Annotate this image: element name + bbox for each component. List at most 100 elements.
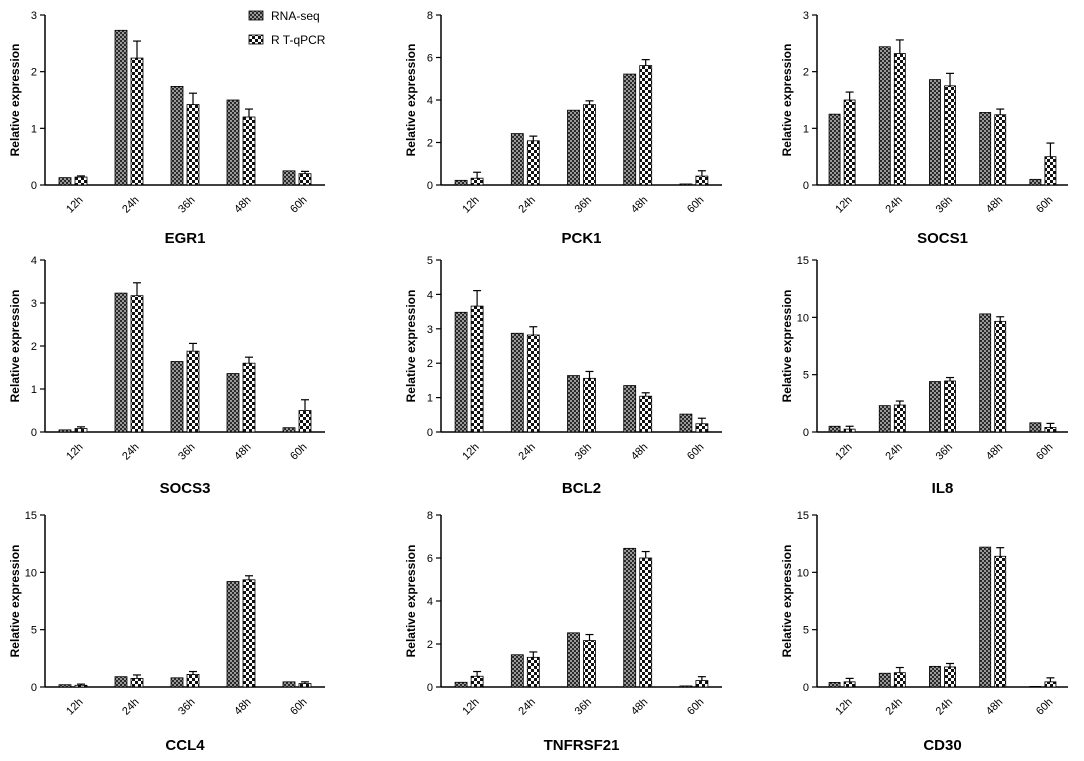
y-axis-label: Relative expression bbox=[8, 290, 22, 403]
bar-qpcr-12h bbox=[74, 684, 88, 688]
bar-qpcr-48h bbox=[242, 116, 256, 186]
x-tick-label: 24h bbox=[516, 194, 537, 215]
x-tick-label: 60h bbox=[685, 696, 706, 717]
y-axis-label: Relative expression bbox=[404, 290, 418, 403]
y-tick-label: 2 bbox=[427, 358, 433, 370]
y-tick-label: 8 bbox=[427, 510, 433, 522]
x-tick-label: 12h bbox=[460, 194, 481, 215]
bar-rnaseq-48h bbox=[979, 112, 992, 186]
chart-title: EGR1 bbox=[165, 230, 206, 247]
bar-qpcr-48h bbox=[994, 320, 1007, 433]
bar-rnaseq-12h bbox=[454, 311, 468, 433]
x-tick-label: 36h bbox=[934, 194, 955, 215]
bar-qpcr-12h bbox=[843, 681, 856, 688]
y-tick-label: 15 bbox=[25, 510, 37, 522]
chart-panel-cd30: 0 5 10 15 Relative expression 12h 24h 24h 48h 60h… bbox=[780, 510, 1068, 754]
bar-qpcr-24h bbox=[526, 334, 540, 433]
y-tick-label: 3 bbox=[31, 298, 37, 310]
bar-rnaseq-48h bbox=[226, 373, 240, 433]
y-tick-label: 2 bbox=[31, 67, 37, 79]
chart-title: CCL4 bbox=[165, 737, 205, 754]
chart-title: SOCS1 bbox=[917, 230, 968, 247]
bar-qpcr-36h bbox=[186, 673, 200, 688]
x-tick-label: 60h bbox=[288, 441, 309, 462]
y-tick-label: 0 bbox=[803, 682, 809, 694]
x-tick-label: 24h bbox=[883, 194, 904, 215]
bar-rnaseq-36h bbox=[929, 79, 941, 186]
y-tick-label: 5 bbox=[803, 370, 809, 382]
bar-rnaseq-12h bbox=[454, 681, 468, 688]
y-axis-label: Relative expression bbox=[8, 44, 22, 157]
y-tick-label: 3 bbox=[31, 10, 37, 22]
y-axis-label: Relative expression bbox=[780, 44, 794, 157]
bar-rnaseq-48h bbox=[623, 73, 637, 186]
y-tick-label: 3 bbox=[427, 324, 433, 336]
y-tick-label: 2 bbox=[31, 341, 37, 353]
bar-rnaseq-60h bbox=[679, 413, 693, 433]
bar-rnaseq-24h bbox=[510, 654, 524, 688]
x-tick-label: 24h bbox=[516, 696, 537, 717]
y-tick-label: 10 bbox=[797, 312, 809, 324]
bar-qpcr-48h bbox=[242, 579, 256, 688]
bar-rnaseq-60h bbox=[282, 170, 296, 186]
bar-qpcr-24h bbox=[526, 656, 540, 688]
bar-rnaseq-60h bbox=[282, 681, 296, 688]
x-tick-label: 36h bbox=[573, 194, 594, 215]
x-tick-label: 36h bbox=[176, 441, 197, 462]
bar-rnaseq-60h bbox=[282, 427, 296, 433]
bar-rnaseq-60h bbox=[1029, 422, 1042, 433]
bar-rnaseq-12h bbox=[828, 682, 841, 688]
bar-qpcr-48h bbox=[994, 114, 1007, 186]
bar-rnaseq-48h bbox=[979, 546, 992, 688]
y-axis-label: Relative expression bbox=[404, 545, 418, 658]
x-tick-label: 48h bbox=[232, 194, 253, 215]
y-tick-label: 4 bbox=[31, 255, 37, 267]
y-tick-label: 6 bbox=[427, 553, 433, 565]
bar-rnaseq-12h bbox=[828, 113, 841, 186]
bar-rnaseq-24h bbox=[510, 332, 524, 433]
y-tick-label: 2 bbox=[427, 639, 433, 651]
y-tick-label: 0 bbox=[31, 180, 37, 192]
bar-rnaseq-36h bbox=[170, 86, 184, 186]
bar-rnaseq-36h bbox=[567, 375, 580, 433]
bar-rnaseq-60h bbox=[1029, 178, 1042, 186]
y-tick-label: 1 bbox=[31, 123, 37, 135]
x-tick-label: 60h bbox=[288, 194, 309, 215]
x-tick-label: 24h bbox=[120, 441, 141, 462]
x-tick-label: 36h bbox=[176, 194, 197, 215]
x-tick-label: 48h bbox=[984, 441, 1005, 462]
x-tick-label: 12h bbox=[64, 194, 85, 215]
bar-rnaseq-12h bbox=[58, 429, 72, 433]
y-tick-label: 2 bbox=[427, 138, 433, 150]
x-tick-label: 60h bbox=[685, 194, 706, 215]
y-tick-label: 5 bbox=[803, 625, 809, 637]
bar-rnaseq-24h bbox=[878, 405, 891, 433]
bar-rnaseq-60h bbox=[679, 685, 693, 688]
x-tick-label: 24h bbox=[934, 696, 955, 717]
bar-rnaseq-12h bbox=[454, 179, 468, 186]
y-tick-label: 0 bbox=[31, 427, 37, 439]
y-axis-label: Relative expression bbox=[780, 290, 794, 403]
bar-qpcr-12h bbox=[470, 177, 484, 186]
x-tick-label: 36h bbox=[573, 696, 594, 717]
y-tick-label: 0 bbox=[427, 427, 433, 439]
bar-rnaseq-36h bbox=[929, 381, 941, 433]
y-tick-label: 4 bbox=[427, 95, 433, 107]
bar-qpcr-12h bbox=[74, 176, 88, 186]
y-axis-label: Relative expression bbox=[8, 545, 22, 658]
x-tick-label: 24h bbox=[883, 696, 904, 717]
bar-rnaseq-24h bbox=[510, 133, 524, 186]
charts-root: 0 1 2 3 Relative expression 12h 24h 36h 48h 60h EG… bbox=[8, 10, 1068, 754]
y-tick-label: 10 bbox=[25, 567, 37, 579]
x-tick-label: 12h bbox=[833, 441, 854, 462]
x-tick-label: 48h bbox=[232, 441, 253, 462]
y-tick-label: 4 bbox=[427, 596, 433, 608]
y-tick-label: 15 bbox=[797, 255, 809, 267]
x-tick-label: 12h bbox=[64, 441, 85, 462]
y-tick-label: 1 bbox=[31, 384, 37, 396]
bar-qpcr-60h bbox=[695, 175, 709, 186]
x-tick-label: 48h bbox=[629, 194, 650, 215]
bar-rnaseq-12h bbox=[828, 425, 841, 433]
bar-qpcr-36h bbox=[944, 85, 956, 186]
x-tick-label: 12h bbox=[833, 696, 854, 717]
